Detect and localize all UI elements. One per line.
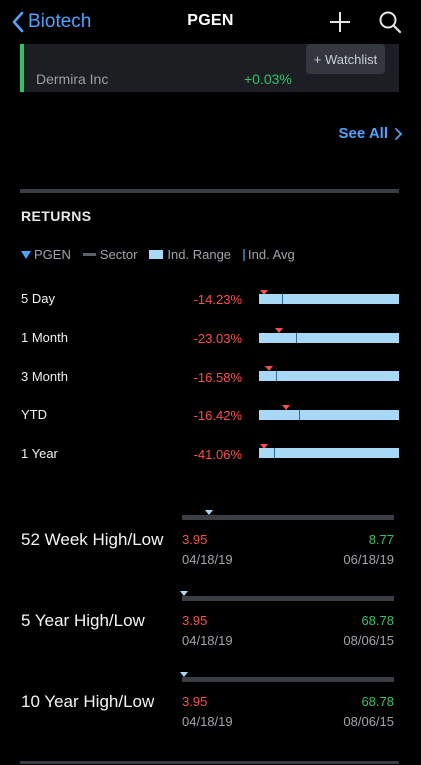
high-date: 06/18/19 <box>343 552 394 567</box>
legend-sector: Sector <box>82 247 138 262</box>
range-bar <box>259 294 399 304</box>
high-low-track <box>182 677 394 682</box>
high-low-track <box>182 596 394 601</box>
avg-tick <box>274 448 275 458</box>
section-divider <box>20 189 399 193</box>
low-date: 04/18/19 <box>182 633 233 648</box>
triangle-down-icon <box>21 250 31 259</box>
pgen-marker <box>265 366 273 371</box>
chevron-left-icon <box>12 11 24 33</box>
high-low-track <box>182 515 394 520</box>
range-bar <box>259 371 399 381</box>
pgen-marker <box>260 290 268 295</box>
return-label: 1 Year <box>21 446 58 461</box>
legend-range-label: Ind. Range <box>167 247 232 262</box>
pgen-marker <box>260 444 268 449</box>
peer-change: +0.03% <box>244 71 292 87</box>
high-date: 08/06/15 <box>343 633 394 648</box>
avg-tick-icon <box>243 248 246 261</box>
return-value: -16.42% <box>193 408 242 423</box>
add-watchlist-button[interactable]: + Watchlist <box>306 44 385 74</box>
nav-header: Biotech PGEN <box>0 0 421 44</box>
high-value: 8.77 <box>368 532 394 547</box>
pgen-marker <box>282 405 290 410</box>
high-value: 68.78 <box>361 694 394 709</box>
price-marker <box>180 591 188 596</box>
range-bar <box>259 410 399 420</box>
low-value: 3.95 <box>182 694 208 709</box>
see-all-label: See All <box>338 125 388 142</box>
returns-legend: PGEN Sector Ind. Range Ind. Avg <box>21 247 307 262</box>
legend-avg: Ind. Avg <box>243 247 295 262</box>
bottom-divider <box>20 761 399 764</box>
back-label: Biotech <box>28 11 92 32</box>
high-value: 68.78 <box>361 613 394 628</box>
avg-tick <box>276 371 277 381</box>
chevron-right-icon <box>395 127 403 140</box>
pgen-marker <box>275 328 283 333</box>
avg-tick <box>282 294 283 304</box>
range-bar <box>259 333 399 343</box>
return-label: YTD <box>21 407 47 422</box>
range-box-icon <box>149 250 164 259</box>
range-bar <box>259 448 399 458</box>
return-value: -41.06% <box>193 447 242 462</box>
return-label: 5 Day <box>21 291 55 306</box>
legend-sector-label: Sector <box>99 247 138 262</box>
avg-tick <box>299 410 300 420</box>
sector-line-icon <box>82 253 96 256</box>
peer-name: Dermira Inc <box>36 71 109 87</box>
back-button[interactable]: Biotech <box>12 8 91 36</box>
legend-pgen-label: PGEN <box>34 247 71 262</box>
return-value: -23.03% <box>193 331 242 346</box>
high-low-title: 5 Year High/Low <box>21 611 145 630</box>
return-value: -16.58% <box>193 370 242 385</box>
return-label: 3 Month <box>21 369 68 384</box>
peer-card[interactable]: Dermira Inc +0.03% + Watchlist <box>20 44 399 92</box>
avg-tick <box>296 333 297 343</box>
legend-range: Ind. Range <box>149 247 231 262</box>
low-date: 04/18/19 <box>182 714 233 729</box>
plus-icon[interactable] <box>328 10 352 34</box>
legend-pgen: PGEN <box>21 247 71 262</box>
price-marker <box>205 510 213 515</box>
high-low-title: 10 Year High/Low <box>21 692 155 711</box>
returns-title: RETURNS <box>21 208 92 224</box>
return-value: -14.23% <box>193 292 242 307</box>
see-all-link[interactable]: See All <box>339 125 404 142</box>
low-date: 04/18/19 <box>182 552 233 567</box>
low-value: 3.95 <box>182 532 208 547</box>
legend-avg-label: Ind. Avg <box>248 247 295 262</box>
high-low-title: 52 Week High/Low <box>21 530 164 549</box>
low-value: 3.95 <box>182 613 208 628</box>
search-icon[interactable] <box>378 10 402 34</box>
page-title: PGEN <box>187 12 234 29</box>
return-label: 1 Month <box>21 330 68 345</box>
high-date: 08/06/15 <box>343 714 394 729</box>
price-marker <box>180 672 188 677</box>
